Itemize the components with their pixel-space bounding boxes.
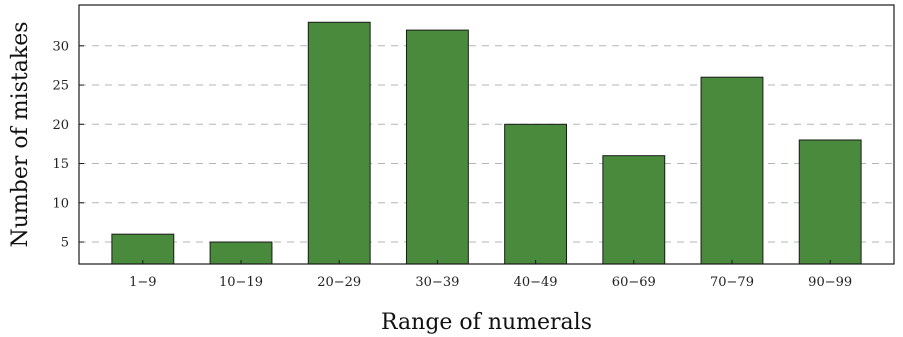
- y-tick-label: 5: [61, 236, 69, 251]
- x-tick-label: 1−9: [129, 275, 156, 290]
- x-tick-label: 20−29: [317, 275, 361, 290]
- x-tick-label: 30−39: [415, 275, 459, 290]
- y-tick-label: 10: [52, 196, 69, 211]
- y-tick-label: 25: [52, 79, 69, 94]
- x-tick-label: 70−79: [710, 275, 754, 290]
- plot-frame: [78, 4, 895, 265]
- bar: [504, 123, 568, 265]
- x-axis-title: Range of numerals: [381, 310, 592, 335]
- bar: [602, 155, 666, 265]
- y-tick-label: 15: [52, 157, 69, 172]
- bar: [700, 76, 764, 265]
- bar: [111, 233, 175, 265]
- x-tick-label: 40−49: [514, 275, 558, 290]
- grid-lines: [79, 45, 894, 243]
- bar: [307, 21, 371, 265]
- x-axis: 1−9 10−19 20−29 30−39 40−49 60−69 70−79 90−99: [129, 260, 852, 290]
- x-tick-label: 90−99: [808, 275, 852, 290]
- x-tick-label: 60−69: [612, 275, 656, 290]
- bar: [405, 29, 469, 265]
- y-axis: 5 10 15 20 25 30: [52, 39, 84, 251]
- bars: [111, 21, 862, 265]
- bar: [798, 139, 862, 265]
- x-tick-label: 10−19: [219, 275, 263, 290]
- y-axis-title: Number of mistakes: [8, 21, 33, 247]
- y-tick-label: 20: [52, 118, 69, 133]
- y-tick-label: 30: [52, 39, 69, 54]
